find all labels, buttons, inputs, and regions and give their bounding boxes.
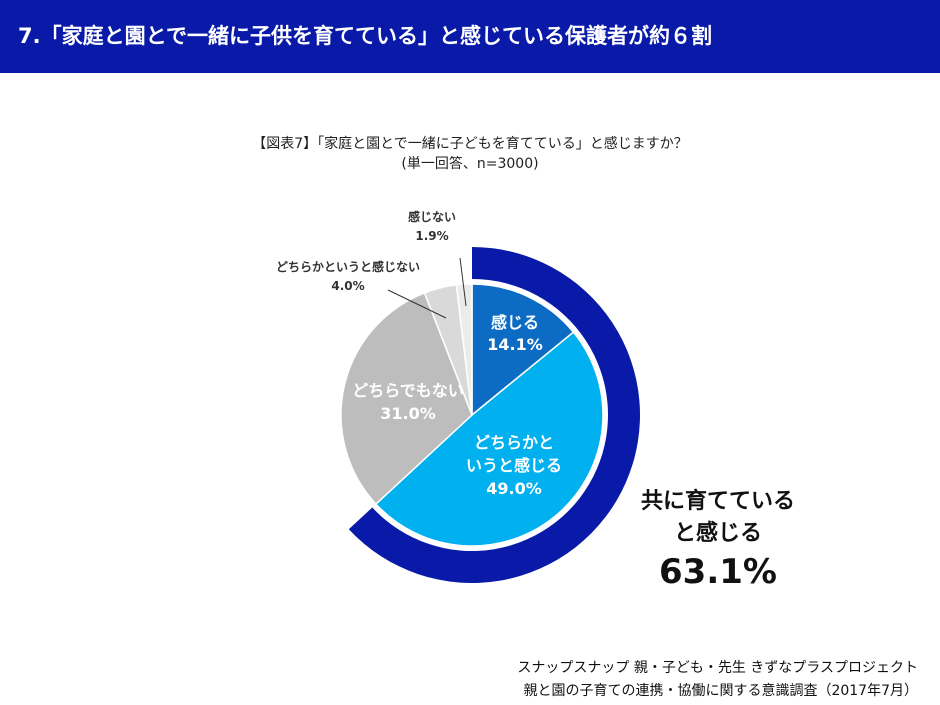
aggregate-label-line2: と感じる — [674, 520, 762, 546]
pie-slices — [340, 283, 604, 547]
pie-slice-1 — [471, 283, 575, 417]
label-dochirademo-name: どちらでもない — [352, 381, 464, 400]
aggregate-value: 63.1% — [659, 552, 777, 592]
aggregate-label-line1: 共に育てている — [641, 488, 795, 514]
label-dochirademo-value: 31.0% — [380, 404, 436, 423]
pie-slice-2 — [374, 331, 604, 547]
label-dochiraka-kanjinai-value: 4.0% — [331, 279, 364, 293]
label-kanjinai-name: 感じない — [408, 209, 456, 224]
pie-slice-3 — [340, 291, 473, 506]
leader-line-kanjinai — [459, 257, 467, 307]
label-kanjiru-value: 14.1% — [487, 335, 543, 354]
pie-slice-5 — [455, 283, 473, 416]
aggregate-ring-arc — [348, 247, 640, 583]
label-kanjiru-name: 感じる — [491, 313, 539, 332]
page-title: 7.「家庭と園とで一緒に子供を育てている」と感じている保護者が約６割 — [18, 24, 712, 48]
label-dochiraka-kanjiru-line2: いうと感じる — [466, 456, 562, 475]
footer-source-line2: 親と園の子育ての連携・協働に関する意識調査（2017年7月） — [523, 683, 918, 699]
chart-title: 【図表7】「家庭と園とで一緒に子どもを育てている」と感じますか？ — [252, 136, 688, 152]
label-dochiraka-kanjiru-line1: どちらかと — [474, 433, 554, 452]
leader-line-dochiraka-kanjinai — [387, 289, 447, 319]
label-dochiraka-kanjiru-value: 49.0% — [486, 479, 542, 498]
label-dochiraka-kanjinai-name: どちらかというと感じない — [276, 259, 420, 274]
header-bar: 7.「家庭と園とで一緒に子供を育てている」と感じている保護者が約６割 — [0, 0, 940, 73]
label-kanjinai-value: 1.9% — [415, 229, 448, 243]
chart-subtitle: (単一回答、n=3000) — [401, 156, 539, 172]
footer-source-line1: スナップスナップ 親・子ども・先生 きずなプラスプロジェクト — [517, 660, 918, 676]
